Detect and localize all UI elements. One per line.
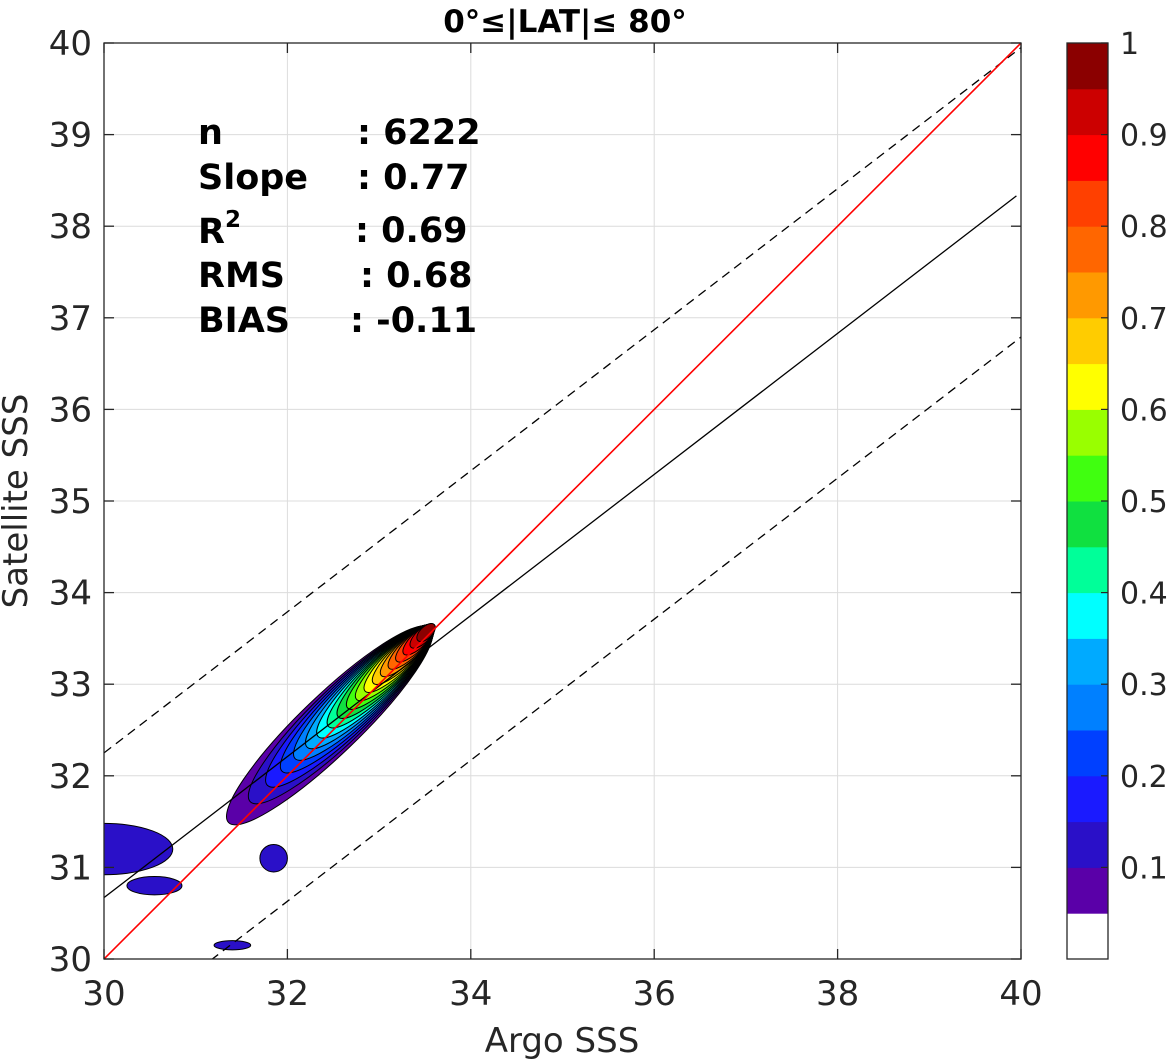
colorbar-tick-label: 0.6	[1120, 393, 1168, 428]
colorbar-segment	[1067, 546, 1108, 594]
stat-r2-label: R2	[198, 207, 241, 252]
colorbar-segment	[1067, 180, 1108, 227]
colorbar-segment	[1067, 592, 1108, 639]
colorbar-segment	[1067, 867, 1108, 914]
y-tick-label: 33	[49, 665, 92, 705]
stat-n-value: : 6222	[357, 113, 481, 153]
x-tick-label: 36	[633, 974, 676, 1014]
colorbar-tick-label: 0.5	[1120, 485, 1168, 520]
contour-island	[126, 876, 183, 896]
colorbar-tick-label: 0.3	[1120, 668, 1168, 703]
colorbar-segment	[1067, 317, 1108, 365]
colorbar-segment	[1067, 272, 1108, 319]
y-tick-label: 39	[49, 116, 92, 156]
colorbar-segment	[1067, 501, 1108, 548]
y-tick-label: 40	[49, 24, 92, 64]
stat-r2-value: : 0.69	[355, 211, 468, 251]
x-tick-label: 34	[449, 974, 492, 1014]
stat-r2-superscript: 2	[225, 207, 241, 233]
y-tick-label: 31	[49, 848, 92, 888]
y-tick-label: 30	[49, 940, 92, 980]
stat-rms-label: RMS	[198, 256, 285, 296]
colorbar-segment	[1067, 43, 1108, 90]
x-axis-label: Argo SSS	[485, 1021, 640, 1061]
y-tick-label: 38	[49, 207, 92, 247]
colorbar-segment	[1067, 88, 1108, 136]
colorbar-segment	[1067, 638, 1108, 685]
colorbar-tick-label: 0.9	[1120, 119, 1168, 154]
contour-island	[213, 940, 252, 951]
x-tick-label: 32	[266, 974, 309, 1014]
stat-bias-value: : -0.11	[350, 301, 477, 341]
colorbar-tick-label: 0.8	[1120, 210, 1168, 245]
colorbar-tick-label: 0.4	[1120, 577, 1168, 612]
stats-box: n : 6222 Slope : 0.77 R2 : 0.69 RMS : 0.…	[198, 113, 481, 341]
colorbar: 0.1 0.2 0.3 0.4 0.5 0.6 0.7 0.8 0.9 1	[1066, 27, 1168, 960]
colorbar-segment	[1067, 409, 1108, 456]
colorbar-tick-label: 0.2	[1120, 760, 1168, 795]
contour-island	[104, 822, 174, 876]
x-tick-label: 30	[82, 974, 125, 1014]
colorbar-segment	[1067, 684, 1108, 731]
stat-r2-base: R	[198, 212, 225, 252]
colorbar-segment	[1067, 363, 1108, 410]
x-tick-label: 38	[816, 974, 859, 1014]
y-tick-label: 37	[49, 299, 92, 339]
colorbar-tick-label: 0.1	[1120, 851, 1168, 886]
chart-title: 0°≤|LAT|≤ 80°	[443, 4, 687, 40]
contour-island	[259, 844, 288, 873]
colorbar-segment	[1067, 730, 1108, 777]
stat-rms-value: : 0.68	[360, 256, 473, 296]
colorbar-segment	[1067, 775, 1108, 823]
stat-n-label: n	[198, 113, 223, 153]
upper-bound-line	[104, 47, 1021, 754]
y-tick-label: 32	[49, 757, 92, 797]
y-axis-label: Satellite SSS	[0, 394, 36, 609]
axis-ticks: 30 32 34 36 38 40 30 31 32 33 34 35 36 37 38 39 40	[49, 24, 1043, 1014]
stat-slope-value: : 0.77	[357, 158, 470, 198]
colorbar-segment	[1067, 913, 1108, 960]
y-tick-label: 35	[49, 482, 92, 522]
x-tick-label: 40	[999, 974, 1042, 1014]
lower-bound-line	[211, 336, 1021, 959]
colorbar-tick-label: 0.7	[1120, 302, 1168, 337]
colorbar-segment	[1067, 455, 1108, 502]
colorbar-segment	[1067, 821, 1108, 868]
contour-band	[416, 623, 436, 643]
regression-line	[104, 195, 1017, 899]
one-to-one-line	[104, 43, 1021, 959]
stat-bias-label: BIAS	[198, 301, 290, 341]
colorbar-segment	[1067, 226, 1108, 273]
colorbar-tick-label: 1	[1120, 27, 1139, 62]
colorbar-segment	[1067, 134, 1108, 181]
y-tick-label: 36	[49, 390, 92, 430]
reference-lines	[104, 43, 1021, 959]
stat-slope-label: Slope	[198, 158, 308, 198]
y-tick-label: 34	[49, 574, 92, 614]
